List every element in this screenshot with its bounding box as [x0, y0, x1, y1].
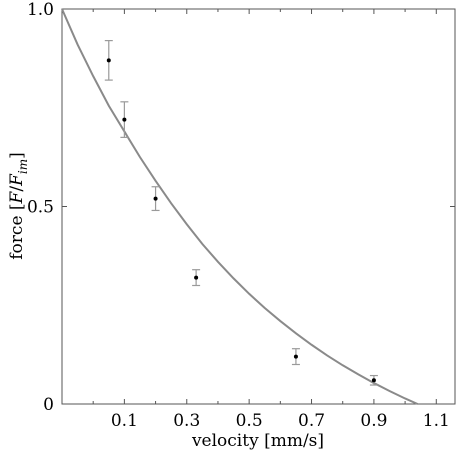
data-point-group — [151, 186, 160, 212]
x-axis-label: velocity [mm/s] — [191, 431, 324, 451]
fit-curve-layer — [61, 8, 418, 405]
x-tick-label: 0.5 — [236, 411, 263, 431]
y-tick-label: 1.0 — [27, 0, 54, 20]
data-points-layer — [104, 39, 378, 386]
x-tick-label: 0.3 — [173, 411, 200, 431]
data-point-group — [104, 39, 113, 81]
data-point-group — [291, 348, 300, 366]
x-tick-label: 1.1 — [423, 411, 450, 431]
axis-ticks — [62, 8, 455, 405]
x-tick-label: 0.1 — [111, 411, 138, 431]
data-point — [106, 58, 111, 63]
fit-curve — [61, 8, 418, 405]
data-point — [293, 354, 298, 359]
x-tick-label: 0.9 — [360, 411, 387, 431]
data-point — [153, 196, 158, 201]
y-axis-label: force [F/Fim] — [7, 152, 30, 259]
data-point — [194, 275, 199, 280]
x-tick-label: 0.7 — [298, 411, 325, 431]
data-point-group — [369, 374, 378, 386]
plot-frame — [61, 8, 456, 405]
data-point — [371, 378, 376, 383]
data-point — [122, 117, 127, 122]
y-tick-label: 0.5 — [27, 198, 54, 218]
y-tick-label: 0 — [43, 395, 54, 415]
tick-labels: 0.1 0.3 0.5 0.7 0.9 1.1 0 0.5 1.0 — [27, 0, 450, 431]
data-point-group — [120, 101, 129, 138]
data-point-group — [192, 269, 201, 287]
